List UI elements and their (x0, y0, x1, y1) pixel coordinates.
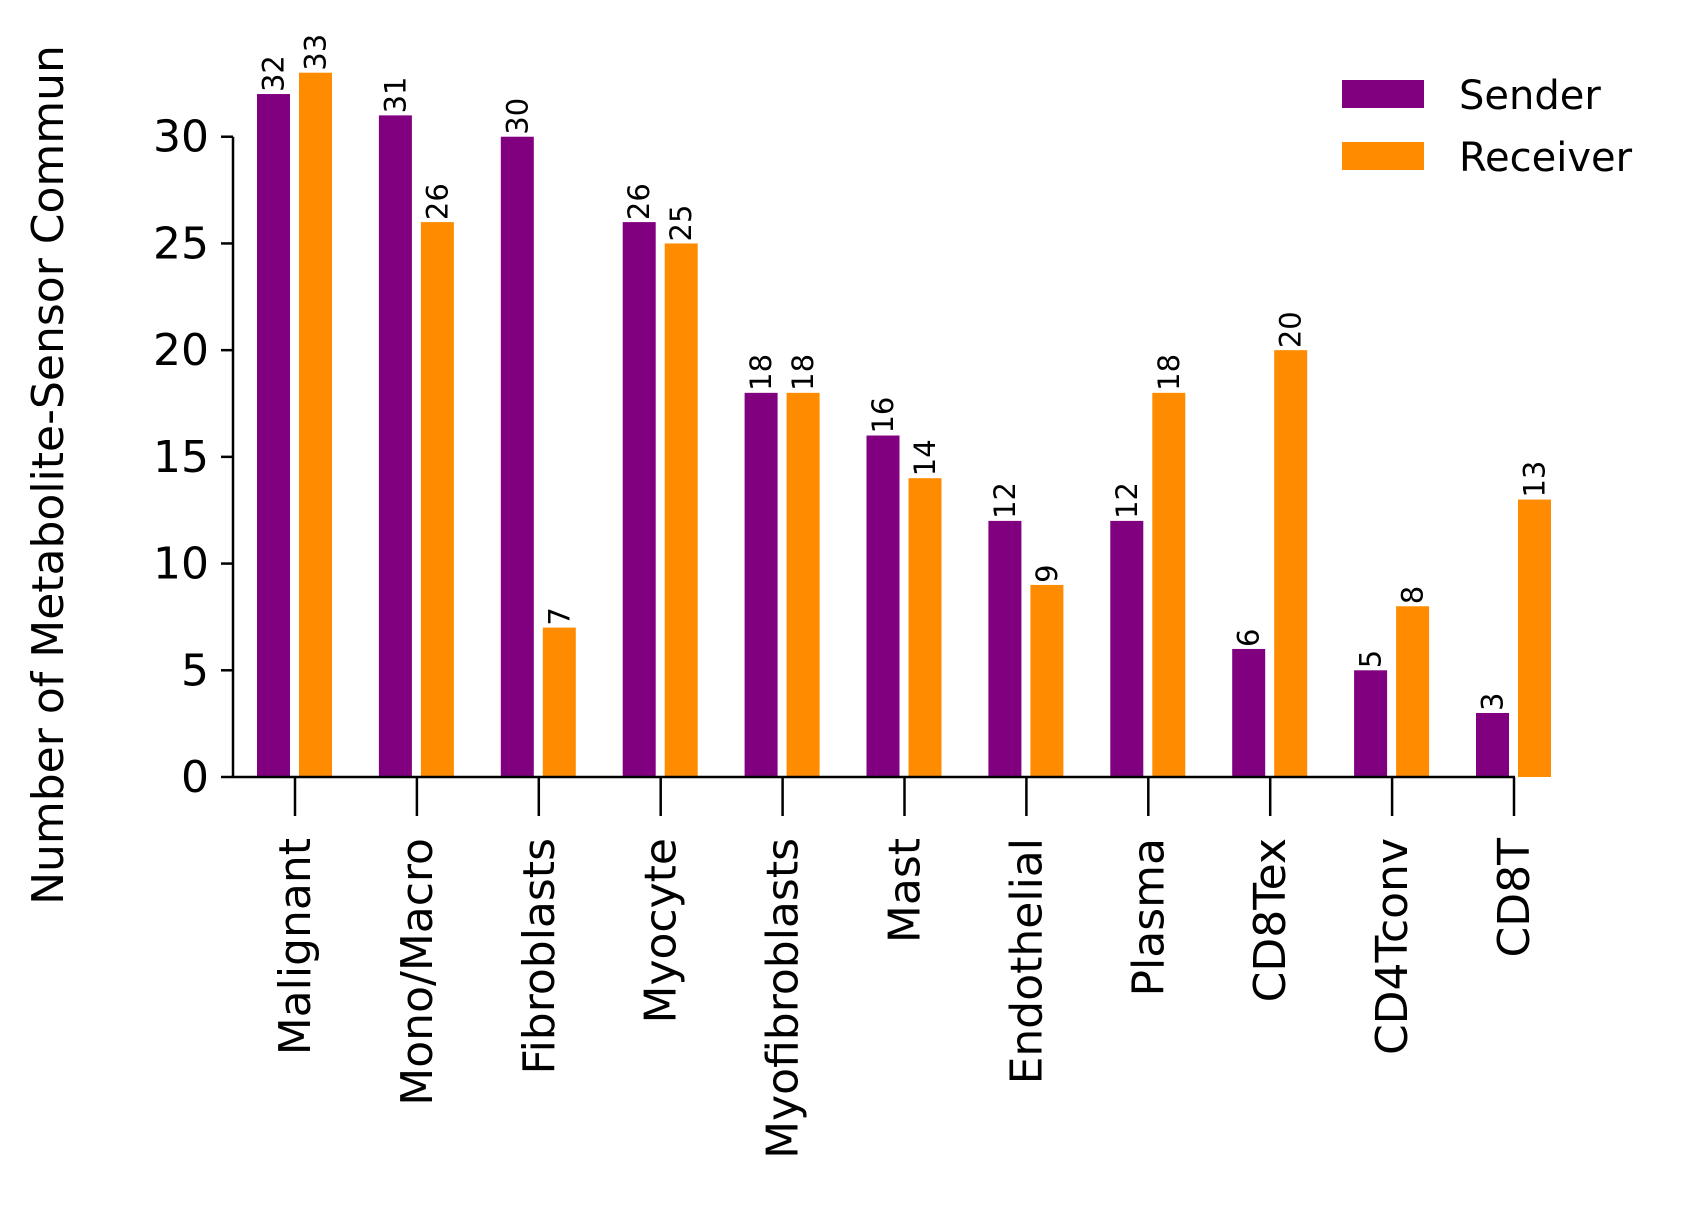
y-tick-label-15: 15 (153, 432, 209, 483)
legend: Sender Receiver (1342, 73, 1633, 181)
data-label-receiver-8: 20 (1274, 311, 1308, 348)
legend-label-sender: Sender (1459, 73, 1601, 119)
x-tick-label-3: Myocyte (636, 838, 687, 1023)
y-tick-label-0: 0 (181, 752, 209, 803)
bar-receiver-0 (299, 72, 332, 777)
x-axis: Malignant Mono/Macro Fibroblasts Myocyte Myo… (233, 775, 1540, 1159)
bar-receiver-9 (1396, 606, 1430, 777)
y-tick-label-10: 10 (153, 539, 209, 590)
y-tick-label-30: 30 (153, 112, 209, 163)
legend-swatch-sender (1342, 80, 1424, 108)
data-label-receiver-7: 18 (1152, 354, 1186, 391)
x-tick-label-2: Fibroblasts (514, 838, 565, 1075)
bar-sender-0 (257, 94, 290, 778)
y-tick-label-25: 25 (153, 218, 209, 269)
bar-receiver-1 (420, 222, 454, 777)
legend-label-receiver: Receiver (1459, 135, 1633, 181)
data-label-sender-9: 5 (1354, 650, 1388, 668)
x-tick-label-8: CD8Tex (1245, 838, 1296, 1002)
y-axis-label: Number of Metabolite-Sensor Commun (23, 45, 74, 905)
bar-sender-2 (500, 136, 534, 777)
data-label-receiver-2: 7 (542, 607, 576, 625)
data-label-sender-5: 16 (866, 397, 900, 434)
data-label-sender-1: 31 (378, 76, 412, 113)
data-label-receiver-6: 9 (1030, 564, 1064, 582)
x-tick-label-4: Myofibroblasts (758, 838, 809, 1159)
bar-sender-8 (1232, 648, 1266, 777)
bar-sender-6 (988, 520, 1022, 777)
data-label-receiver-9: 8 (1396, 586, 1430, 604)
bar-receiver-3 (664, 243, 698, 777)
x-tick-label-0: Malignant (270, 838, 321, 1055)
bar-receiver-4 (786, 392, 820, 777)
x-tick-label-6: Endothelial (1001, 838, 1052, 1084)
data-label-receiver-5: 14 (908, 439, 942, 476)
data-label-receiver-0: 33 (299, 34, 333, 71)
data-label-receiver-3: 25 (664, 205, 698, 242)
bar-sender-5 (866, 435, 900, 777)
y-axis: 0 5 10 15 20 25 30 (153, 112, 235, 803)
bar-sender-9 (1354, 670, 1388, 777)
data-label-sender-0: 32 (257, 55, 291, 92)
bar-sender-3 (622, 222, 656, 777)
x-tick-label-1: Mono/Macro (392, 838, 443, 1106)
bar-receiver-10 (1518, 499, 1551, 777)
bar-sender-10 (1476, 712, 1509, 777)
bar-receiver-7 (1152, 392, 1186, 777)
data-label-sender-2: 30 (500, 98, 534, 135)
data-label-sender-4: 18 (744, 354, 778, 391)
bar-receiver-2 (542, 627, 576, 777)
data-label-sender-6: 12 (988, 482, 1022, 519)
x-tick-label-10: CD8T (1489, 838, 1540, 958)
y-tick-label-5: 5 (181, 645, 209, 696)
data-label-sender-10: 3 (1476, 693, 1510, 711)
bar-sender-4 (744, 392, 778, 777)
bar-receiver-6 (1030, 584, 1064, 777)
legend-swatch-receiver (1342, 142, 1424, 170)
data-label-sender-7: 12 (1110, 482, 1144, 519)
data-label-sender-3: 26 (622, 183, 656, 220)
bar-sender-1 (378, 115, 412, 778)
data-label-receiver-4: 18 (786, 354, 820, 391)
data-label-sender-8: 6 (1232, 628, 1266, 646)
bar-sender-7 (1110, 520, 1144, 777)
x-tick-label-7: Plasma (1123, 838, 1174, 996)
data-label-receiver-10: 13 (1518, 461, 1552, 498)
bar-receiver-5 (908, 478, 942, 777)
data-label-receiver-1: 26 (420, 183, 454, 220)
bar-receiver-8 (1274, 350, 1308, 777)
x-tick-label-5: Mast (880, 838, 931, 943)
x-tick-label-9: CD4Tconv (1367, 838, 1418, 1055)
y-tick-label-20: 20 (153, 325, 209, 376)
